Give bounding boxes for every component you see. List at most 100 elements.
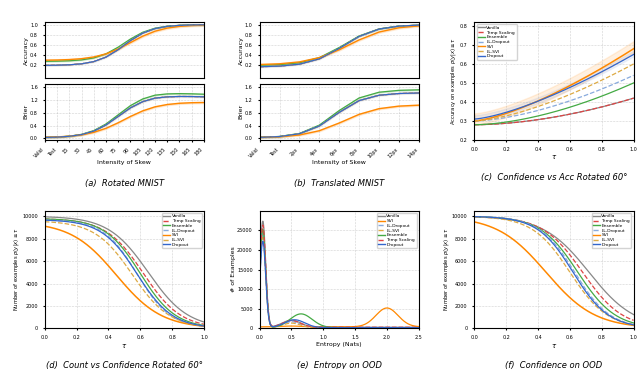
Vanilla	[328, 325, 336, 330]
Dropout	[380, 325, 388, 330]
Dropout	[376, 325, 383, 330]
Legend: Vanilla, Temp Scaling, Ensemble, LL-Dropout, SVI, LL-SVI, Dropout: Vanilla, Temp Scaling, Ensemble, LL-Drop…	[162, 213, 202, 248]
LL-SVI	[415, 325, 422, 330]
Temp Scaling	[297, 321, 305, 325]
LL-Dropout	[256, 275, 264, 279]
LL-SVI	[284, 321, 292, 326]
Text: (d)  Count vs Confidence Rotated 60°: (d) Count vs Confidence Rotated 60°	[46, 361, 203, 369]
Text: (e)  Entropy on OOD: (e) Entropy on OOD	[297, 361, 381, 369]
SVI	[350, 324, 358, 329]
LL-SVI	[376, 325, 384, 330]
Dropout	[256, 279, 264, 284]
Ensemble	[396, 325, 404, 330]
Dropout	[259, 239, 267, 244]
LL-Dropout	[367, 325, 375, 330]
Ensemble	[376, 325, 383, 330]
Line: Dropout: Dropout	[260, 241, 419, 328]
Text: (c)  Confidence vs Acc Rotated 60°: (c) Confidence vs Acc Rotated 60°	[481, 173, 627, 182]
LL-Dropout	[259, 231, 267, 235]
LL-Dropout	[415, 325, 422, 330]
Temp Scaling	[367, 325, 374, 330]
LL-SVI	[297, 323, 305, 327]
Dropout	[350, 325, 358, 330]
Line: Temp Scaling: Temp Scaling	[260, 225, 419, 327]
Vanilla	[367, 325, 374, 330]
Temp Scaling	[328, 325, 336, 330]
Vanilla	[362, 325, 370, 330]
LL-Dropout	[376, 325, 384, 330]
LL-Dropout	[362, 325, 370, 330]
Temp Scaling	[415, 325, 422, 330]
LL-Dropout	[350, 325, 358, 330]
Dropout	[297, 319, 305, 323]
SVI	[328, 325, 335, 329]
LL-SVI	[350, 325, 358, 330]
Dropout	[284, 319, 292, 324]
Legend: Vanilla, SVI, LL-Dropout, LL-SVI, Ensemble, Temp Scaling, Dropout: Vanilla, SVI, LL-Dropout, LL-SVI, Ensemb…	[377, 213, 417, 248]
LL-SVI	[328, 325, 336, 330]
LL-Dropout	[284, 320, 292, 324]
SVI	[362, 321, 370, 326]
Line: Vanilla: Vanilla	[260, 221, 419, 327]
LL-SVI	[256, 277, 264, 282]
LL-SVI	[259, 235, 267, 240]
Y-axis label: Accuracy: Accuracy	[24, 36, 29, 65]
Temp Scaling	[284, 319, 292, 323]
Y-axis label: Brier: Brier	[239, 104, 244, 120]
Temp Scaling	[376, 325, 384, 330]
SVI	[415, 324, 422, 329]
Ensemble	[259, 227, 267, 232]
SVI	[376, 310, 383, 314]
Ensemble	[362, 325, 370, 330]
Y-axis label: Brier: Brier	[24, 104, 29, 120]
X-axis label: $\tau$: $\tau$	[121, 342, 127, 350]
Temp Scaling	[362, 325, 370, 330]
Temp Scaling	[256, 270, 264, 275]
LL-SVI	[367, 325, 375, 330]
Ensemble	[284, 318, 292, 323]
Dropout	[362, 325, 370, 330]
Y-axis label: Accuracy: Accuracy	[239, 36, 244, 65]
Ensemble	[415, 325, 422, 330]
Ensemble	[256, 273, 264, 277]
Vanilla	[297, 321, 305, 325]
Legend: Vanilla, Temp Scaling, Ensemble, LL-Dropout, SVI, LL-SVI, Dropout: Vanilla, Temp Scaling, Ensemble, LL-Drop…	[477, 24, 516, 60]
Y-axis label: Number of examples $p(y|x) \geq \tau$: Number of examples $p(y|x) \geq \tau$	[442, 228, 451, 311]
Line: LL-Dropout: LL-Dropout	[260, 233, 419, 328]
SVI	[256, 325, 264, 329]
Vanilla	[350, 325, 358, 330]
Text: (a)  Rotated MNIST: (a) Rotated MNIST	[85, 179, 164, 188]
Y-axis label: Number of examples $p(y|x) \geq \tau$: Number of examples $p(y|x) \geq \tau$	[12, 228, 21, 311]
Line: SVI: SVI	[260, 308, 419, 327]
X-axis label: Intensity of Skew: Intensity of Skew	[312, 161, 366, 165]
Vanilla	[256, 268, 264, 273]
Legend: Vanilla, Temp Scaling, Ensemble, LL-Dropout, SVI, LL-SVI, Dropout: Vanilla, Temp Scaling, Ensemble, LL-Drop…	[591, 213, 632, 248]
LL-Dropout	[297, 322, 305, 327]
Vanilla	[376, 325, 384, 330]
X-axis label: Intensity of Skew: Intensity of Skew	[97, 160, 151, 165]
SVI	[284, 324, 292, 328]
Line: Ensemble: Ensemble	[260, 230, 419, 328]
Ensemble	[350, 325, 358, 330]
Temp Scaling	[350, 325, 358, 330]
Dropout	[328, 325, 336, 330]
Ensemble	[328, 325, 336, 330]
X-axis label: $\tau$: $\tau$	[551, 153, 557, 161]
Y-axis label: # of Examples: # of Examples	[230, 246, 236, 292]
Text: (b)  Translated MNIST: (b) Translated MNIST	[294, 179, 385, 188]
Text: (f)  Confidence on OOD: (f) Confidence on OOD	[506, 361, 603, 369]
Dropout	[415, 325, 422, 330]
Temp Scaling	[259, 223, 267, 227]
Vanilla	[415, 325, 422, 330]
Y-axis label: Accuracy on examples $p(y|x) \geq \tau$: Accuracy on examples $p(y|x) \geq \tau$	[449, 37, 458, 125]
SVI	[330, 325, 337, 329]
X-axis label: $\tau$: $\tau$	[551, 342, 557, 350]
SVI	[297, 324, 305, 328]
Vanilla	[259, 219, 267, 223]
SVI	[383, 306, 391, 310]
LL-Dropout	[328, 325, 336, 330]
LL-SVI	[362, 325, 370, 330]
Line: LL-SVI: LL-SVI	[260, 238, 419, 328]
X-axis label: Entropy (Nats): Entropy (Nats)	[316, 342, 362, 347]
Ensemble	[297, 312, 305, 316]
